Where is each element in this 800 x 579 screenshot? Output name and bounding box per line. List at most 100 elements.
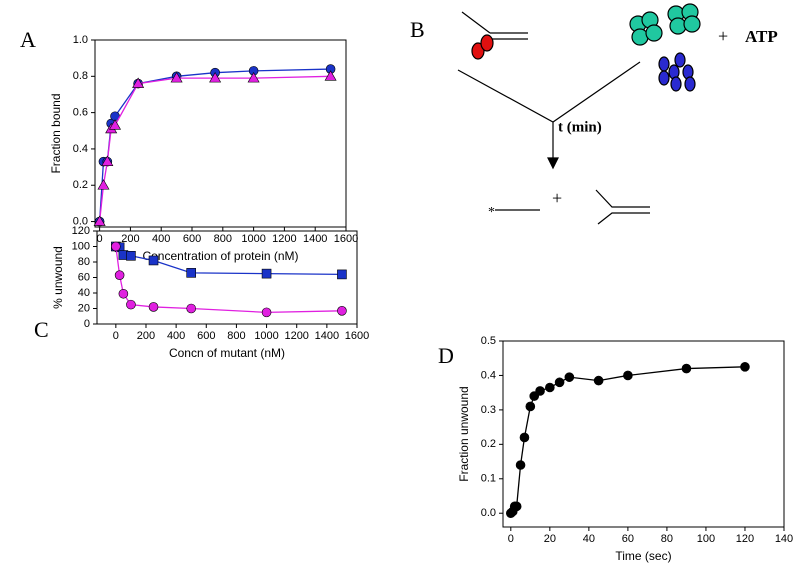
point xyxy=(97,179,110,190)
series-line xyxy=(98,75,331,222)
y-tick-label: 0.3 xyxy=(481,404,496,416)
x-axis-label: Time (sec) xyxy=(615,549,671,563)
panel-label: A xyxy=(20,27,36,52)
x-tick-label: 800 xyxy=(214,233,232,245)
x-tick-label: 400 xyxy=(167,330,185,342)
x-tick-label: 1600 xyxy=(345,330,369,342)
x-tick-label: 1200 xyxy=(272,233,296,245)
y-tick-label: 0.4 xyxy=(481,369,496,381)
panel-label: D xyxy=(438,343,454,368)
x-tick-label: 0 xyxy=(508,533,514,545)
point xyxy=(324,70,337,81)
x-tick-label: 1000 xyxy=(254,330,278,342)
y-tick-label: 100 xyxy=(72,240,90,252)
star: * xyxy=(488,205,495,220)
y-tick-label: 0.8 xyxy=(73,70,88,82)
point xyxy=(186,303,197,314)
y-tick-label: 0.0 xyxy=(73,215,88,227)
y-axis-label: Fraction unwound xyxy=(457,386,471,481)
point xyxy=(132,77,145,88)
y-tick-label: 40 xyxy=(78,287,90,299)
x-tick-label: 1400 xyxy=(315,330,339,342)
arrowhead xyxy=(547,157,559,170)
y-tick-label: 0.5 xyxy=(481,335,496,347)
point xyxy=(515,460,526,470)
x-tick-label: 140 xyxy=(775,533,793,545)
x-tick-label: 600 xyxy=(183,233,201,245)
plot-frame xyxy=(94,39,347,228)
point xyxy=(261,268,272,279)
point xyxy=(209,72,222,83)
y-tick-label: 0.1 xyxy=(481,473,496,485)
protein xyxy=(480,34,494,52)
y-tick-label: 0.2 xyxy=(73,179,88,191)
point xyxy=(186,268,197,278)
y-tick-label: 0.0 xyxy=(481,507,496,519)
y-tick-label: 80 xyxy=(78,256,90,268)
point xyxy=(261,307,272,318)
point xyxy=(101,155,114,166)
point xyxy=(554,377,565,388)
point xyxy=(535,386,545,396)
y-tick-label: 0 xyxy=(84,318,90,330)
y-tick-label: 0.4 xyxy=(73,143,88,155)
time-label: t (min) xyxy=(558,119,602,135)
hexamer xyxy=(629,3,701,46)
point xyxy=(593,375,604,386)
y-tick-label: 0.6 xyxy=(73,107,88,119)
fork xyxy=(595,189,650,225)
y-tick-label: 60 xyxy=(78,271,90,283)
x-tick-label: 60 xyxy=(622,533,634,545)
x-tick-label: 400 xyxy=(152,233,170,245)
point xyxy=(126,299,136,310)
fork xyxy=(461,11,528,40)
panel-label: B xyxy=(410,17,425,42)
plus: + xyxy=(552,188,562,208)
protein xyxy=(471,42,485,60)
x-tick-label: 80 xyxy=(661,533,673,545)
point xyxy=(148,302,159,312)
x-tick-label: 1200 xyxy=(284,330,308,342)
point xyxy=(545,382,555,393)
x-tick-label: 1000 xyxy=(241,233,265,245)
y-tick-label: 120 xyxy=(72,225,90,237)
point xyxy=(126,251,136,261)
point xyxy=(623,370,633,381)
x-tick-label: 120 xyxy=(736,533,754,545)
point xyxy=(114,270,125,280)
point xyxy=(525,401,536,412)
point xyxy=(118,288,129,299)
point xyxy=(93,215,106,226)
x-tick-label: 1600 xyxy=(334,233,358,245)
x-tick-label: 0 xyxy=(97,233,103,245)
x-tick-label: 40 xyxy=(583,533,595,545)
y-axis-label: Fraction bound xyxy=(49,93,63,173)
point xyxy=(519,432,530,443)
diagram xyxy=(457,3,701,225)
x-tick-label: 800 xyxy=(227,330,245,342)
x-tick-label: 0 xyxy=(113,330,119,342)
point xyxy=(337,269,347,280)
point xyxy=(740,362,750,372)
point xyxy=(111,241,121,252)
point xyxy=(108,119,122,130)
mutant xyxy=(658,52,696,92)
point xyxy=(337,306,347,316)
point xyxy=(247,72,260,83)
x-tick-label: 1400 xyxy=(303,233,327,245)
x-tick-label: 100 xyxy=(697,533,715,545)
x-axis-label: Concn of mutant (nM) xyxy=(169,346,285,360)
x-tick-label: 600 xyxy=(197,330,215,342)
y-tick-label: 0.2 xyxy=(481,438,496,450)
y-tick-label: 1.0 xyxy=(73,34,88,46)
y-axis-label: % unwound xyxy=(51,246,65,309)
plus: + xyxy=(718,26,728,46)
x-tick-label: 200 xyxy=(121,233,139,245)
y-tick-label: 20 xyxy=(78,302,90,314)
atp-label: ATP xyxy=(745,27,778,46)
x-tick-label: 20 xyxy=(544,533,556,545)
point xyxy=(170,72,183,83)
panel-label: C xyxy=(34,317,49,342)
series-line xyxy=(98,68,331,222)
